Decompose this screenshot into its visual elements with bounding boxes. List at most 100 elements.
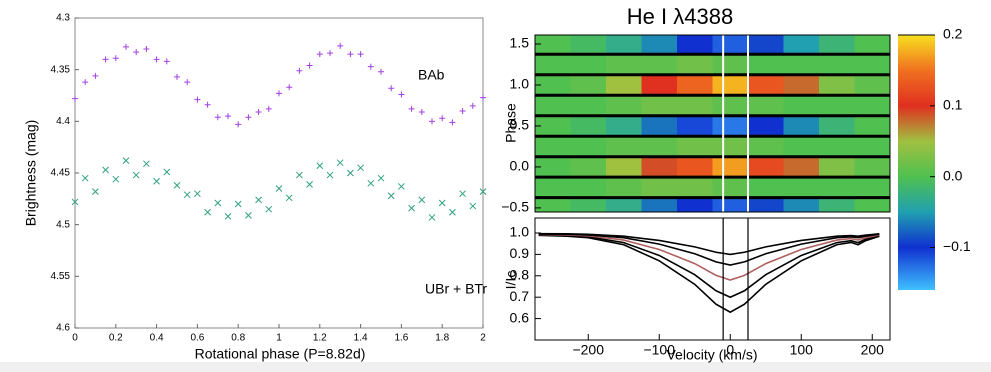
heat-cell (641, 115, 678, 137)
point (214, 114, 221, 121)
point (183, 191, 191, 199)
point (163, 168, 171, 176)
colorbar-label: 0.0 (943, 167, 963, 183)
heat-cell (819, 136, 855, 158)
heat-cell (535, 136, 571, 158)
point (439, 115, 446, 122)
frame (534, 34, 891, 213)
heat-cell (783, 74, 820, 96)
x-tick-label: 200 (861, 342, 885, 358)
point (245, 212, 252, 219)
x-tick-label: 1.8 (435, 333, 449, 344)
x-tick-label: 0.2 (109, 333, 123, 344)
heat-cell (712, 35, 749, 55)
point (398, 91, 405, 98)
x-tick-label: 0 (72, 333, 78, 344)
left-frame (74, 17, 484, 329)
heat-cell (535, 115, 571, 137)
y-axis-label: I/Ic (503, 271, 519, 290)
heat-cell (748, 136, 784, 158)
point (204, 208, 211, 216)
point (82, 79, 89, 86)
heat-cell (606, 177, 642, 199)
heat-cell (819, 115, 855, 137)
point (102, 56, 109, 63)
point (347, 51, 354, 58)
heat-cell (677, 74, 713, 96)
legend-label: BAb (418, 67, 445, 83)
heat-cell (748, 35, 784, 55)
heat-cell (641, 156, 678, 178)
x-tick-label: 0.4 (150, 333, 164, 344)
point (459, 190, 466, 198)
heat-cell (783, 156, 820, 178)
point (306, 62, 313, 69)
y-axis-label: Brightness (mag) (23, 120, 39, 227)
x-tick-label: 1 (276, 333, 282, 344)
point (133, 49, 140, 56)
y-tick-label: 4.6 (56, 323, 70, 334)
heat-cell (606, 156, 642, 178)
point (306, 181, 313, 188)
profile-line (538, 233, 880, 281)
heat-cell (748, 54, 784, 76)
frame (534, 217, 891, 341)
heat-cell (641, 35, 678, 55)
heat-cell (535, 54, 571, 76)
heat-cell (570, 35, 607, 55)
y-tick-label: 4.55 (51, 271, 71, 282)
y-tick-label: 0.6 (510, 309, 530, 325)
heat-cell (712, 177, 749, 199)
point (153, 56, 160, 63)
heat-cell (819, 35, 855, 55)
y-tick-label: 0.8 (510, 266, 530, 282)
heat-cell (712, 156, 749, 178)
heat-cell (677, 177, 713, 199)
heat-cell (712, 115, 749, 137)
point (132, 171, 140, 179)
point (429, 118, 435, 125)
y-tick-label: 4.4 (56, 116, 70, 127)
y-tick-label: 0.7 (510, 288, 530, 304)
y-tick-label: 1.0 (510, 224, 530, 240)
heat-cell (535, 74, 571, 96)
heat-cell (854, 197, 890, 212)
y-tick-label: 0.0 (510, 158, 530, 174)
point (296, 171, 303, 179)
point (327, 50, 333, 57)
colorbar-label: −0.1 (943, 238, 971, 254)
point (92, 188, 99, 195)
heat-cell (712, 136, 749, 158)
point (316, 51, 323, 58)
heat-cell (677, 136, 713, 158)
point (367, 63, 374, 70)
heat-cell (819, 74, 855, 96)
point (153, 177, 160, 185)
point (286, 84, 293, 91)
heat-cell (570, 156, 607, 178)
x-tick-label: 1.6 (394, 333, 408, 344)
colorbar-label: 0.2 (943, 26, 963, 42)
heat-cell (854, 95, 890, 117)
point (255, 196, 262, 204)
profile-line (538, 233, 880, 266)
point (245, 114, 252, 121)
heat-cell (819, 177, 855, 199)
heat-cell (783, 136, 820, 158)
heatmap (535, 35, 890, 212)
heat-cell (783, 197, 820, 212)
point (102, 166, 109, 174)
heat-cell (606, 95, 642, 117)
x-tick-label: 0.8 (231, 333, 245, 344)
point (81, 174, 89, 182)
heat-cell (783, 177, 820, 199)
point (418, 196, 426, 204)
point (265, 205, 273, 213)
heat-cell (641, 95, 678, 117)
heat-cell (570, 54, 607, 76)
point (326, 171, 334, 179)
point (480, 94, 486, 101)
heat-cell (819, 156, 855, 178)
point (378, 68, 384, 75)
y-tick-label: 4.5 (56, 219, 70, 230)
